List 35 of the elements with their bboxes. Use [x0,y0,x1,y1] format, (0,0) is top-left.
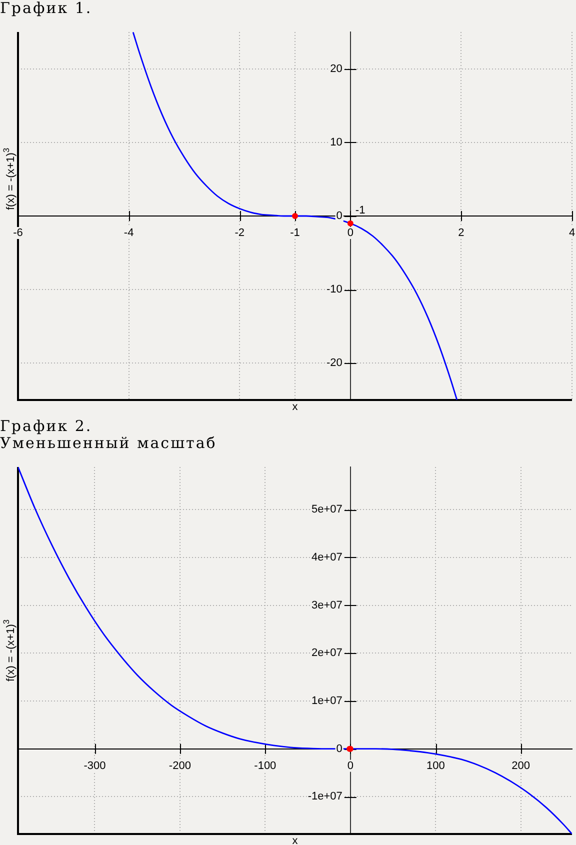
annotation: -1 [355,204,366,216]
x-tick-label: -6 [13,227,23,240]
chart-title: График 2. [0,417,94,435]
y-tick-label: -1e+07 [308,790,342,803]
y-tick-label: 4e+07 [312,551,342,564]
x-tick-label: -300 [84,760,106,772]
chart-title: График 1. [0,0,94,17]
x-tick-label: 4 [568,227,576,240]
line-series [18,467,572,834]
x-tick-label: -2 [234,227,244,240]
x-tick-label: -200 [168,760,191,772]
y-axis-title: f(x) = -(x+1)3 [2,148,18,210]
x-tick-label: 2 [458,227,464,240]
y-tick-label: 0 [336,742,342,755]
x-tick-label: 200 [512,760,530,772]
chart-subtitle: Уменьшенный масштаб [0,434,218,452]
y-tick-label: -20 [326,357,342,370]
x-tick-label: 100 [426,760,445,772]
y-tick-label: 3e+07 [312,599,342,612]
line-series [132,32,458,400]
y-axis-title: f(x) = -(x+1)3 [2,619,18,682]
x-tick-label: 0 [347,227,354,240]
y-tick-label: 20 [330,62,342,75]
y-tick-label: -10 [326,284,342,296]
x-tick-label: -4 [124,227,134,240]
x-tick-label: -1 [290,227,300,240]
y-tick-label: 0 [336,210,342,222]
x-axis-title: x [292,401,298,414]
x-axis-title: x [292,835,298,845]
y-tick-label: 2e+07 [312,647,342,660]
y-tick-label: 1e+07 [312,695,342,708]
x-tick-label: -100 [254,760,276,772]
x-tick-label: 0 [347,760,354,772]
y-tick-label: 10 [330,136,342,148]
y-tick-label: 5e+07 [312,504,342,516]
